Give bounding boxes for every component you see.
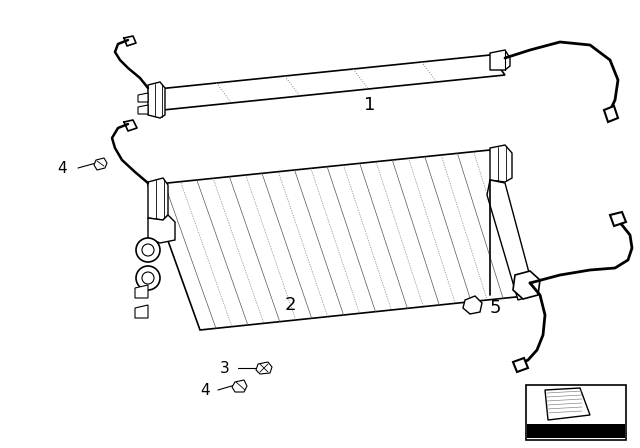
Polygon shape — [545, 388, 590, 420]
Bar — [526, 385, 626, 440]
Text: 00127791: 00127791 — [554, 426, 598, 435]
Circle shape — [136, 266, 160, 290]
Polygon shape — [256, 362, 272, 374]
Polygon shape — [513, 358, 528, 372]
Text: 4: 4 — [200, 383, 210, 397]
Text: 1: 1 — [364, 96, 376, 114]
Polygon shape — [487, 180, 535, 300]
Polygon shape — [232, 380, 247, 392]
Polygon shape — [463, 296, 482, 314]
Polygon shape — [94, 158, 107, 170]
Polygon shape — [138, 93, 148, 102]
Polygon shape — [135, 305, 148, 318]
Polygon shape — [527, 424, 625, 438]
Polygon shape — [148, 55, 505, 110]
Polygon shape — [135, 285, 148, 298]
Polygon shape — [148, 150, 535, 330]
Polygon shape — [513, 271, 540, 299]
Text: 2: 2 — [284, 296, 296, 314]
Polygon shape — [610, 212, 626, 226]
Polygon shape — [148, 82, 165, 118]
Text: 5: 5 — [489, 299, 500, 317]
Polygon shape — [138, 105, 148, 114]
Text: 3: 3 — [220, 361, 230, 375]
Circle shape — [136, 238, 160, 262]
Text: 4: 4 — [57, 160, 67, 176]
Polygon shape — [148, 215, 175, 243]
Polygon shape — [148, 178, 168, 220]
Polygon shape — [490, 145, 512, 182]
Polygon shape — [490, 50, 510, 70]
Polygon shape — [604, 106, 618, 122]
